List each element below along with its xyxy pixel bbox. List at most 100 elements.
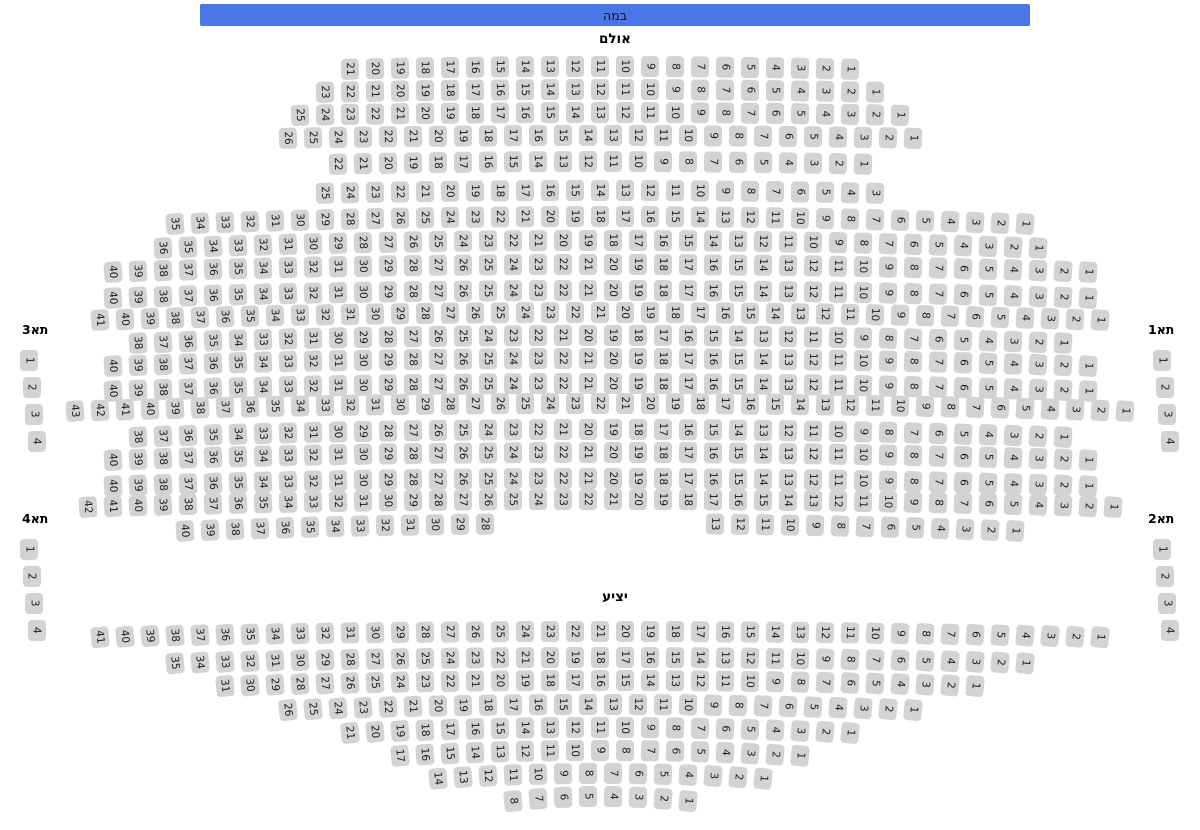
seat[interactable]: 16 (715, 302, 735, 324)
seat[interactable]: 3 (1027, 259, 1048, 282)
seat[interactable]: 7 (965, 396, 985, 419)
seat[interactable]: 9 (890, 304, 910, 327)
seat[interactable]: 11 (778, 231, 797, 253)
seat[interactable]: 24 (503, 348, 522, 370)
seat[interactable]: 7 (878, 232, 897, 255)
seat[interactable]: 15 (740, 302, 760, 324)
seat[interactable]: 17 (503, 694, 522, 716)
seat[interactable]: 14 (728, 325, 747, 347)
seat[interactable]: 6 (880, 516, 900, 539)
seat[interactable]: 18 (428, 151, 447, 174)
seat[interactable]: 10 (890, 395, 910, 417)
seat[interactable]: 27 (365, 207, 385, 230)
seat[interactable]: 20 (428, 125, 447, 147)
seat[interactable]: 11 (803, 420, 822, 442)
seat[interactable]: 14 (728, 419, 747, 441)
seat[interactable]: 28 (403, 442, 422, 465)
seat[interactable]: 16 (703, 468, 722, 490)
seat[interactable]: 30 (378, 490, 397, 512)
seat[interactable]: 17 (715, 393, 735, 415)
seat[interactable]: 16 (703, 348, 722, 370)
seat[interactable]: 19 (628, 372, 647, 395)
seat[interactable]: 14 (465, 741, 485, 764)
seat[interactable]: 16 (465, 56, 485, 78)
seat[interactable]: 41 (89, 625, 111, 649)
seat[interactable]: 33 (290, 622, 310, 645)
seat[interactable]: 20 (540, 206, 560, 228)
seat[interactable]: 4 (827, 696, 848, 719)
seat[interactable]: 11 (591, 717, 609, 738)
seat[interactable]: 22 (591, 393, 609, 414)
seat[interactable]: 24 (390, 671, 410, 694)
seat[interactable]: 28 (378, 326, 397, 348)
seat[interactable]: 4 (890, 672, 910, 696)
seat[interactable]: 3 (865, 182, 885, 204)
seat[interactable]: 20 (490, 670, 510, 692)
seat[interactable]: 10 (678, 694, 697, 716)
seat[interactable]: 26 (403, 231, 422, 253)
seat[interactable]: 29 (378, 255, 397, 277)
seat[interactable]: 8 (678, 151, 697, 173)
seat[interactable]: 5 (690, 740, 710, 763)
seat[interactable]: 7 (815, 671, 835, 694)
seat[interactable]: 18 (665, 302, 685, 324)
seat[interactable]: 15 (565, 179, 585, 202)
seat[interactable]: 23 (528, 280, 547, 302)
seat[interactable]: 7 (928, 445, 947, 468)
seat[interactable]: 22 (553, 279, 572, 302)
seat[interactable]: 11 (665, 180, 685, 202)
seat[interactable]: 26 (453, 442, 472, 464)
seat[interactable]: 22 (377, 696, 398, 719)
seat[interactable]: 32 (303, 350, 322, 372)
seat[interactable]: 19 (603, 324, 622, 347)
seat[interactable]: 18 (415, 719, 435, 742)
seat[interactable]: 9 (805, 514, 825, 537)
seat[interactable]: 30 (353, 443, 372, 466)
box-seat[interactable]: 4 (27, 620, 46, 641)
seat[interactable]: 12 (803, 349, 822, 371)
seat[interactable]: 30 (365, 621, 385, 644)
seat[interactable]: 15 (553, 124, 572, 147)
seat[interactable]: 25 (453, 419, 472, 441)
seat[interactable]: 9 (915, 395, 935, 418)
seat[interactable]: 6 (977, 492, 998, 515)
seat[interactable]: 19 (628, 279, 647, 302)
seat[interactable]: 6 (777, 695, 798, 718)
seat[interactable]: 4 (1002, 446, 1023, 469)
seat[interactable]: 39 (165, 397, 185, 420)
seat[interactable]: 10 (865, 303, 885, 326)
seat[interactable]: 25 (415, 207, 435, 229)
seat[interactable]: 28 (353, 231, 372, 254)
seat[interactable]: 2 (878, 127, 897, 149)
seat[interactable]: 36 (240, 396, 260, 418)
seat[interactable]: 19 (628, 253, 647, 276)
seat[interactable]: 18 (653, 348, 672, 370)
seat[interactable]: 31 (328, 281, 347, 304)
seat[interactable]: 2 (980, 519, 1000, 542)
seat[interactable]: 22 (553, 441, 572, 464)
seat[interactable]: 24 (503, 442, 522, 464)
seat[interactable]: 20 (640, 393, 660, 415)
seat[interactable]: 14 (753, 442, 772, 465)
seat[interactable]: 14 (753, 280, 772, 303)
seat[interactable]: 29 (315, 648, 335, 671)
seat[interactable]: 26 (465, 302, 485, 324)
seat[interactable]: 17 (628, 230, 647, 252)
seat[interactable]: 21 (578, 441, 597, 464)
seat[interactable]: 10 (853, 349, 872, 372)
seat[interactable]: 26 (490, 393, 510, 415)
seat[interactable]: 12 (803, 443, 822, 465)
seat[interactable]: 20 (378, 152, 397, 175)
seat[interactable]: 16 (540, 180, 560, 202)
seat[interactable]: 4 (828, 126, 847, 148)
seat[interactable]: 13 (790, 302, 810, 325)
seat[interactable]: 16 (703, 254, 722, 276)
seat[interactable]: 36 (275, 516, 295, 539)
seat[interactable]: 13 (665, 670, 685, 692)
seat[interactable]: 21 (402, 695, 423, 718)
seat[interactable]: 27 (440, 621, 460, 643)
seat[interactable]: 8 (665, 717, 685, 739)
seat[interactable]: 37 (190, 623, 210, 647)
seat[interactable]: 29 (265, 673, 285, 696)
seat[interactable]: 7 (753, 125, 772, 147)
